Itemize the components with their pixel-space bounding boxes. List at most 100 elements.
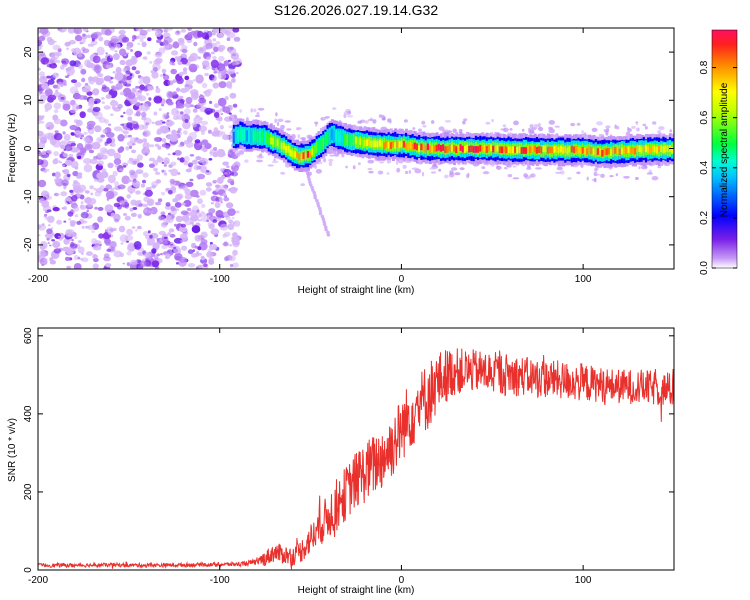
noise-speckle	[194, 131, 198, 133]
noise-speckle	[71, 79, 77, 83]
noise-speckle	[171, 108, 179, 116]
noise-speckle	[83, 158, 92, 165]
ridge-halo-speckle	[527, 165, 531, 169]
ridge-cell	[492, 145, 496, 153]
ridge-tail-speckle	[306, 175, 311, 179]
noise-speckle	[96, 46, 105, 56]
ridge-cell	[590, 147, 594, 154]
noise-speckle	[155, 121, 160, 126]
noise-speckle	[47, 94, 57, 101]
ridge-halo-speckle	[491, 119, 494, 123]
noise-speckle	[193, 41, 198, 47]
ridge-halo-speckle	[600, 173, 605, 178]
noise-speckle	[62, 164, 66, 167]
noise-speckle	[101, 86, 110, 93]
noise-speckle	[170, 50, 179, 56]
ridge-cell	[474, 146, 478, 153]
ridge-cell	[566, 147, 570, 155]
noise-speckle	[175, 215, 183, 223]
ridge-halo-speckle	[451, 167, 458, 171]
noise-speckle	[70, 209, 74, 212]
ridge-cell	[328, 131, 332, 139]
ridge-halo-speckle	[548, 126, 553, 130]
ridge-halo-speckle	[513, 120, 519, 126]
noise-speckle	[61, 58, 70, 65]
noise-speckle	[142, 129, 151, 137]
noise-speckle	[86, 62, 95, 69]
ridge-halo-speckle	[605, 125, 611, 129]
noise-speckle	[50, 227, 54, 230]
noise-speckle	[153, 111, 158, 116]
noise-speckle	[49, 257, 54, 262]
noise-speckle	[52, 158, 59, 165]
noise-speckle	[54, 177, 61, 183]
noise-speckle	[139, 84, 146, 91]
snr-y-tick-label: 0	[23, 567, 34, 573]
ridge-cell	[583, 147, 587, 155]
noise-speckle	[228, 255, 236, 262]
noise-speckle	[172, 91, 178, 96]
ridge-cell	[505, 146, 509, 154]
ridge-cell	[250, 132, 254, 140]
ridge-halo-speckle	[239, 109, 242, 113]
noise-speckle	[157, 198, 163, 203]
noise-speckle	[105, 52, 108, 55]
noise-speckle	[154, 30, 162, 37]
ridge-cell	[409, 142, 413, 149]
noise-speckle	[212, 219, 218, 223]
ridge-tail-speckle	[313, 193, 317, 197]
noise-speckle	[182, 120, 191, 130]
noise-speckle	[69, 124, 78, 131]
noise-speckle	[79, 194, 85, 200]
noise-speckle	[45, 121, 55, 131]
ridge-tail-speckle	[318, 212, 323, 216]
noise-speckle	[44, 102, 53, 111]
noise-speckle	[45, 250, 48, 253]
spectrogram-y-axis-label: Frequency (Hz)	[7, 114, 18, 183]
ridge-cell	[448, 144, 452, 152]
noise-speckle	[218, 198, 223, 202]
noise-speckle	[109, 55, 114, 59]
ridge-cell	[391, 140, 395, 148]
ridge-halo-speckle	[529, 124, 534, 129]
colorbar-tick-label: 0.4	[699, 160, 710, 174]
ridge-halo-speckle	[368, 170, 374, 174]
ridge-cell	[374, 140, 378, 148]
noise-speckle	[170, 161, 177, 167]
ridge-cell	[407, 142, 411, 150]
noise-speckle	[125, 70, 131, 75]
noise-speckle	[128, 145, 133, 149]
ridge-tail-speckle	[312, 191, 317, 195]
noise-speckle	[181, 245, 188, 251]
noise-speckle	[212, 82, 220, 89]
noise-speckle	[94, 240, 102, 246]
ridge-halo-speckle	[343, 111, 349, 116]
ridge-halo-speckle	[297, 134, 301, 139]
noise-speckle	[128, 157, 134, 162]
ridge-halo-speckle	[429, 167, 437, 170]
ridge-cell	[370, 140, 374, 148]
noise-speckle	[39, 198, 45, 204]
ridge-cell	[291, 150, 295, 158]
ridge-halo-speckle	[315, 168, 322, 174]
noise-speckle	[104, 204, 114, 213]
ridge-halo-speckle	[275, 112, 278, 117]
ridge-halo-speckle	[509, 127, 513, 131]
noise-speckle	[92, 141, 101, 150]
noise-speckle	[184, 75, 190, 81]
spectrogram-y-tick-label: -10	[23, 189, 34, 204]
noise-speckle	[77, 256, 81, 260]
noise-speckle	[102, 129, 108, 134]
noise-speckle	[81, 70, 86, 74]
noise-speckle	[148, 157, 156, 162]
noise-speckle	[220, 112, 224, 116]
noise-speckle	[158, 108, 162, 111]
noise-speckle	[131, 87, 137, 93]
noise-speckle	[201, 82, 208, 89]
ridge-tail-speckle	[323, 225, 328, 229]
noise-speckle	[169, 216, 172, 219]
noise-speckle	[114, 218, 119, 223]
noise-speckle	[204, 107, 213, 115]
ridge-tail-speckle	[326, 233, 331, 237]
noise-speckle	[146, 28, 151, 32]
